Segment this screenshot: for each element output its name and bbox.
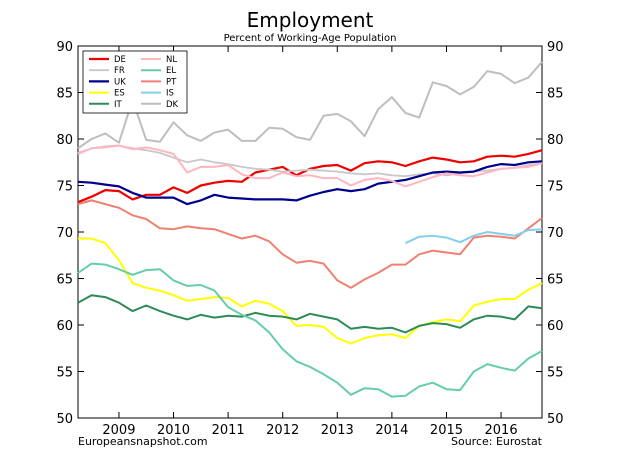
legend-label-es: ES <box>114 89 125 99</box>
legend-label-de: DE <box>114 55 126 65</box>
y-tick-label-left: 65 <box>56 273 73 288</box>
y-tick-label-left: 70 <box>56 226 73 241</box>
y-tick-label-right: 85 <box>547 87 564 102</box>
x-tick-label: 2014 <box>375 423 408 438</box>
series-line-es <box>78 237 543 345</box>
series-line-is <box>405 228 543 245</box>
x-tick-label: 2016 <box>485 423 518 438</box>
x-tick-label: 2011 <box>212 423 245 438</box>
x-tick-label: 2010 <box>157 423 190 438</box>
legend-label-it: IT <box>114 100 123 110</box>
chart-subtitle: Percent of Working-Age Population <box>224 33 397 44</box>
legend-label-el: EL <box>166 66 176 76</box>
series-lines <box>77 61 543 398</box>
y-tick-label-left: 60 <box>56 319 73 334</box>
source-note: Source: Eurostat <box>451 435 543 448</box>
y-tick-label-left: 50 <box>56 412 73 427</box>
series-line-nl <box>77 144 543 188</box>
y-tick-label-right: 90 <box>547 40 564 55</box>
y-tick-label-right: 50 <box>547 412 564 427</box>
y-tick-label-left: 85 <box>56 87 73 102</box>
chart-title: Employment <box>247 8 374 32</box>
y-tick-label-right: 70 <box>547 226 564 241</box>
y-tick-label-right: 65 <box>547 273 564 288</box>
y-tick-label-left: 90 <box>56 40 73 55</box>
y-tick-label-right: 55 <box>547 366 564 381</box>
series-line-pt <box>77 199 543 289</box>
legend-label-dk: DK <box>166 100 179 110</box>
series-line-uk <box>77 160 543 206</box>
series-line-dk <box>77 61 543 150</box>
x-tick-label: 2015 <box>430 423 463 438</box>
series-line-it <box>77 294 543 334</box>
x-tick-label: 2009 <box>102 423 135 438</box>
y-tick-label-left: 55 <box>56 366 73 381</box>
legend-label-uk: UK <box>114 77 126 87</box>
y-tick-label-left: 80 <box>56 133 73 148</box>
legend-label-is: IS <box>166 89 174 99</box>
series-line-el <box>77 262 543 398</box>
axes: 50 50 55 55 60 60 65 65 70 70 75 75 80 80 85 85 90 90 2009… <box>56 40 563 438</box>
x-tick-label: 2012 <box>266 423 299 438</box>
x-tick-label: 2013 <box>321 423 354 438</box>
y-tick-label-left: 75 <box>56 180 73 195</box>
y-tick-label-right: 80 <box>547 133 564 148</box>
legend-label-fr: FR <box>114 66 125 76</box>
y-tick-label-right: 75 <box>547 180 564 195</box>
y-tick-label-right: 60 <box>547 319 564 334</box>
legend-label-nl: NL <box>166 55 177 65</box>
site-credit: Europeansnapshot.com <box>78 435 208 448</box>
legend-label-pt: PT <box>166 77 177 87</box>
